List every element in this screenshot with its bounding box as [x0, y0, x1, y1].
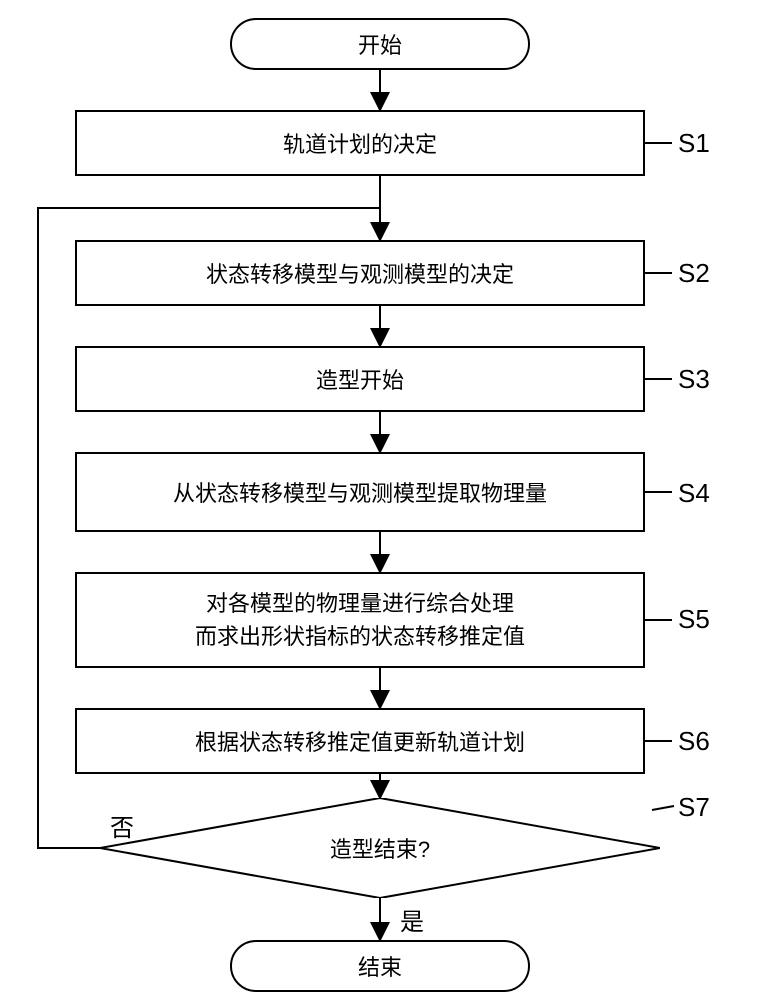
step-label-s6: S6	[678, 726, 710, 757]
start-node: 开始	[230, 18, 530, 70]
step-label-s4: S4	[678, 478, 710, 509]
process-s2: 状态转移模型与观测模型的决定	[75, 240, 645, 306]
process-s1: 轨道计划的决定	[75, 110, 645, 176]
edge-label-no: 否	[110, 808, 134, 843]
process-s3: 造型开始	[75, 346, 645, 412]
process-s4: 从状态转移模型与观测模型提取物理量	[75, 452, 645, 532]
step-label-s1: S1	[678, 128, 710, 159]
step-label-s5: S5	[678, 604, 710, 635]
decision-s7-text: 造型结束?	[330, 832, 430, 864]
process-s5-line1: 对各模型的物理量进行综合处理	[206, 587, 514, 620]
process-s6-text: 根据状态转移推定值更新轨道计划	[195, 725, 525, 757]
process-s5: 对各模型的物理量进行综合处理 而求出形状指标的状态转移推定值	[75, 572, 645, 668]
edge-label-yes: 是	[400, 902, 424, 937]
process-s1-text: 轨道计划的决定	[283, 127, 437, 159]
process-s4-text: 从状态转移模型与观测模型提取物理量	[173, 476, 547, 508]
step-label-s2: S2	[678, 258, 710, 289]
process-s2-text: 状态转移模型与观测模型的决定	[206, 257, 514, 289]
end-node: 结束	[230, 940, 530, 992]
process-s5-line2: 而求出形状指标的状态转移推定值	[195, 620, 525, 653]
step-label-s7: S7	[678, 792, 710, 823]
end-label: 结束	[358, 950, 402, 982]
step-label-s3: S3	[678, 364, 710, 395]
process-s6: 根据状态转移推定值更新轨道计划	[75, 708, 645, 774]
start-label: 开始	[358, 28, 402, 60]
decision-s7: 造型结束?	[100, 798, 660, 898]
process-s3-text: 造型开始	[316, 363, 404, 395]
flowchart-container: 开始 轨道计划的决定 S1 状态转移模型与观测模型的决定 S2 造型开始 S3 …	[0, 0, 765, 1000]
